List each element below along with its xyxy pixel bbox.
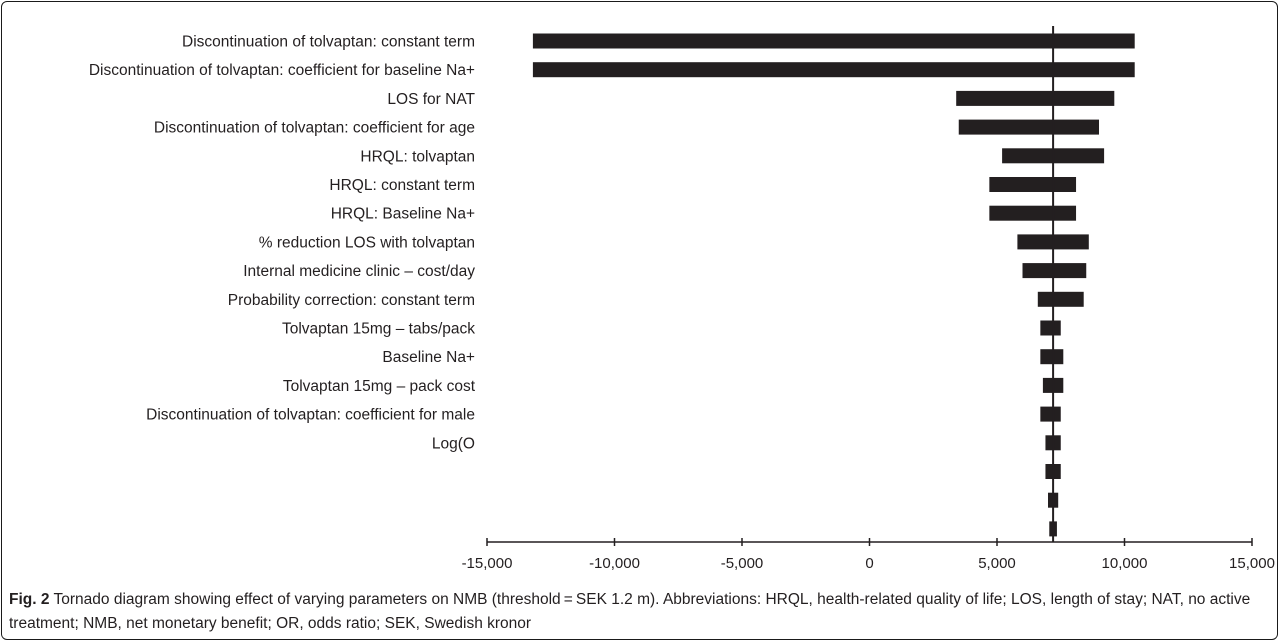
x-tick-label: 0 — [865, 555, 873, 572]
bars-group — [532, 33, 1135, 537]
figure-caption: Fig. 2 Tornado diagram showing effect of… — [9, 588, 1271, 636]
x-tick-label: 15,000 — [1229, 555, 1275, 572]
category-label: LOS for NAT — [387, 91, 475, 108]
x-tick-label: 5,000 — [978, 555, 1016, 572]
category-label: % reduction LOS with tolvaptan — [259, 234, 475, 251]
bar-4 — [958, 119, 1099, 135]
category-labels-group: Discontinuation of tolvaptan: constant t… — [89, 34, 476, 453]
bar-10 — [1037, 291, 1084, 307]
category-label: Baseline Na+ — [382, 349, 475, 366]
x-tick-label: 10,000 — [1102, 555, 1148, 572]
x-tick-label: -5,000 — [721, 555, 764, 572]
bar-11 — [1040, 320, 1061, 336]
bar-9 — [1022, 263, 1087, 279]
category-label: Tolvaptan 15mg – pack cost — [283, 378, 476, 395]
category-label: Tolvaptan 15mg – tabs/pack — [282, 321, 475, 338]
category-label: Internal medicine clinic – cost/day — [243, 263, 475, 280]
bar-14 — [1040, 406, 1061, 422]
x-axis: -15,000 -10,000 -5,000 0 5,000 10,000 15,000 — [462, 538, 1275, 572]
category-label: HRQL: tolvaptan — [360, 148, 475, 165]
bar-2 — [532, 62, 1135, 78]
x-tick-label: -15,000 — [462, 555, 513, 572]
bar-7 — [989, 205, 1077, 221]
category-label: Discontinuation of tolvaptan: coefficien… — [154, 120, 475, 137]
bar-3 — [956, 90, 1115, 106]
bar-12 — [1040, 349, 1064, 365]
caption-label: Fig. 2 — [9, 591, 50, 608]
category-label: Discontinuation of tolvaptan: coefficien… — [146, 407, 475, 424]
category-label: Probability correction: constant term — [228, 292, 475, 309]
category-label: HRQL: constant term — [329, 177, 475, 194]
category-label: Discontinuation of tolvaptan: coefficien… — [89, 62, 475, 79]
x-tick-label: -10,000 — [589, 555, 640, 572]
category-label: Log(O — [432, 435, 475, 452]
caption-text: Tornado diagram showing effect of varyin… — [9, 591, 1251, 632]
bar-6 — [989, 177, 1077, 192]
category-label: HRQL: Baseline Na+ — [331, 206, 475, 223]
tornado-chart: Discontinuation of tolvaptan: constant t… — [89, 26, 1275, 572]
category-label: Discontinuation of tolvaptan: constant t… — [182, 34, 475, 51]
bar-1 — [532, 33, 1135, 49]
